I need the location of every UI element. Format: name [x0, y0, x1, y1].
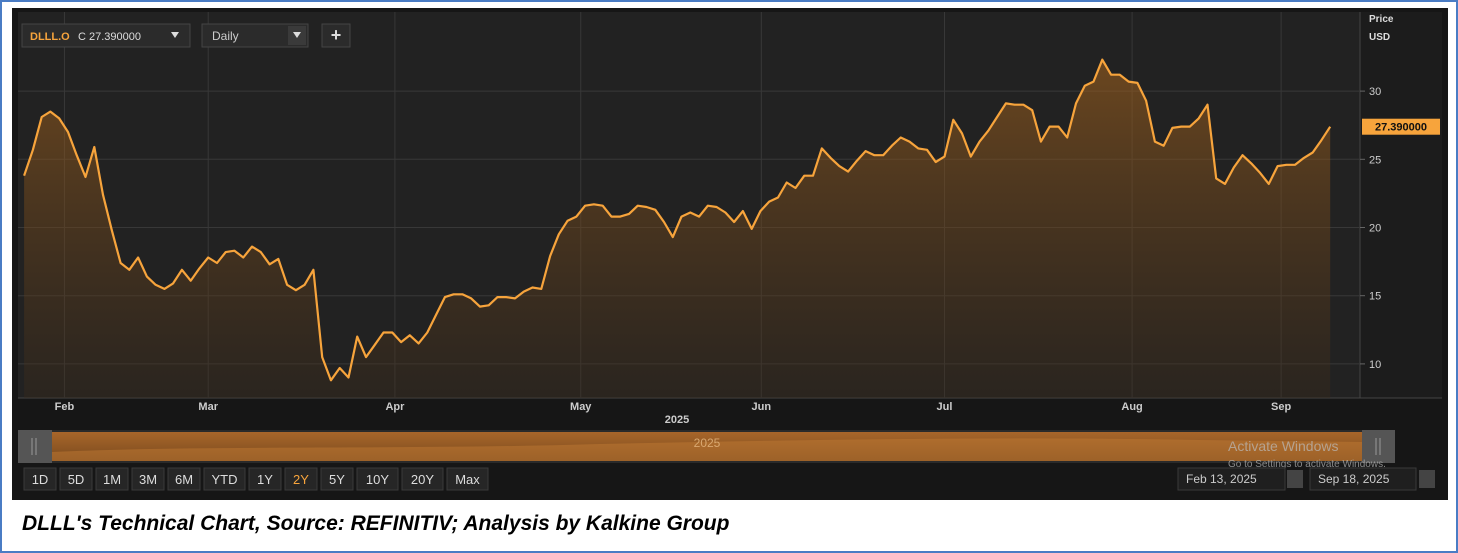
range-label: 1M — [103, 472, 121, 487]
navigator-handle-left[interactable] — [18, 430, 52, 463]
navigator-label: 2025 — [694, 436, 721, 450]
y-tick-label: 10 — [1369, 359, 1381, 371]
range-button[interactable] — [203, 467, 246, 491]
range-button[interactable] — [446, 467, 489, 491]
x-tick-label: Jul — [937, 401, 953, 413]
interval: Daily — [212, 29, 239, 43]
range-label: 1D — [32, 472, 49, 487]
dropdown-arrow — [171, 32, 179, 38]
price-unit: USD — [1369, 32, 1390, 43]
range-label: 2Y — [293, 472, 309, 487]
caption: DLLL's Technical Chart, Source: REFINITI… — [22, 512, 730, 535]
range-button[interactable] — [167, 467, 201, 491]
price-tag: 27.390000 — [1375, 122, 1427, 134]
x-tick-label: Sep — [1271, 401, 1291, 413]
range-button[interactable] — [95, 467, 129, 491]
watermark-text: Go to Settings to activate Windows. — [1228, 459, 1386, 470]
watermark-title: Activate Windows — [1228, 438, 1338, 454]
range-label: 1Y — [257, 472, 273, 487]
range-button[interactable] — [248, 467, 282, 491]
add-icon: + — [331, 25, 342, 45]
interval-box[interactable] — [201, 23, 309, 48]
y-tick-label: 25 — [1369, 154, 1381, 166]
range-button[interactable] — [131, 467, 165, 491]
range-label: 5Y — [329, 472, 345, 487]
price-line — [23, 58, 1332, 382]
symbol: DLLL.O — [30, 31, 70, 43]
x-tick-label: Apr — [385, 401, 405, 413]
handle-grip — [31, 438, 1381, 455]
range-button[interactable] — [284, 467, 318, 491]
date-to: Sep 18, 2025 — [1318, 472, 1390, 486]
x-tick-label: Aug — [1121, 401, 1142, 413]
range-button[interactable] — [23, 467, 57, 491]
price-title: Price — [1369, 14, 1394, 25]
date-from: Feb 13, 2025 — [1186, 472, 1257, 486]
calendar-icon[interactable] — [1419, 470, 1435, 488]
x-tick-label: May — [570, 401, 592, 413]
x-tick-label: Mar — [198, 401, 218, 413]
y-tick-label: 15 — [1369, 291, 1381, 303]
y-tick-label: 20 — [1369, 223, 1381, 235]
range-label: 3M — [139, 472, 157, 487]
year-label: 2025 — [665, 414, 689, 426]
navigator-shape — [52, 438, 1362, 461]
range-label: 20Y — [411, 472, 434, 487]
close-price: C 27.390000 — [78, 31, 141, 43]
date-to-box[interactable] — [1309, 467, 1417, 491]
navigator-handle-right[interactable] — [1362, 430, 1395, 463]
range-button[interactable] — [59, 467, 93, 491]
x-tick-label: Jun — [752, 401, 772, 413]
symbol-box[interactable] — [21, 23, 191, 48]
range-label: 5D — [68, 472, 85, 487]
date-from-box[interactable] — [1177, 467, 1286, 491]
range-button[interactable] — [320, 467, 354, 491]
range-label: 10Y — [366, 472, 389, 487]
range-button[interactable] — [356, 467, 399, 491]
price-tag-box — [1362, 118, 1440, 135]
range-label: Max — [455, 472, 480, 487]
add-button[interactable] — [321, 23, 351, 48]
range-button[interactable] — [401, 467, 444, 491]
range-label: YTD — [212, 472, 238, 487]
calendar-icon[interactable] — [1287, 470, 1303, 488]
price-axis — [1360, 12, 1442, 398]
x-tick-label: Feb — [55, 401, 75, 413]
range-label: 6M — [175, 472, 193, 487]
y-tick-label: 30 — [1369, 86, 1381, 98]
dropdown-arrow — [293, 32, 301, 38]
